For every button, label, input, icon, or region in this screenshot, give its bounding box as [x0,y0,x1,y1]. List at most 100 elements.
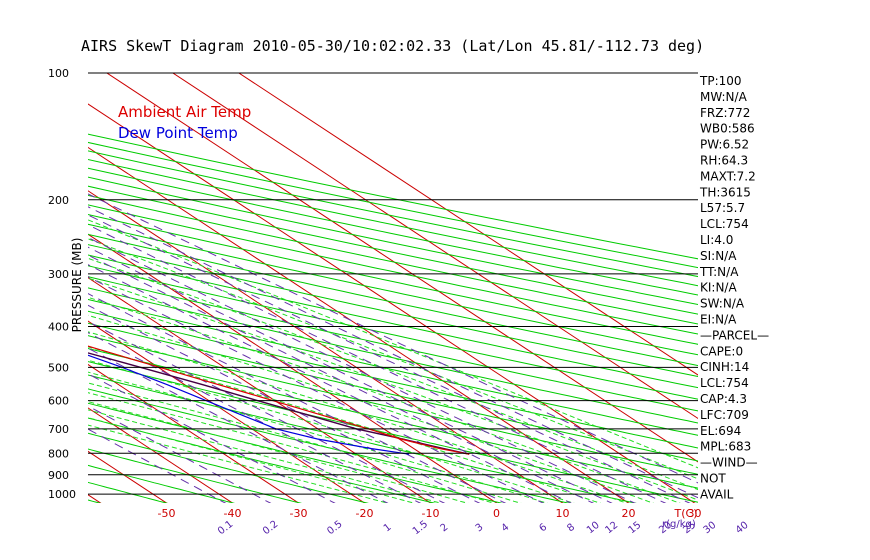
moist-adiabat-line [88,331,628,503]
bottom-temp-tick-label: -40 [224,507,242,520]
isotherm-line [88,103,696,503]
mixing-ratio-tick-label: 1.5 [411,519,430,537]
index-label: WB0:586 [700,122,755,136]
dry-adiabat-line [88,388,570,503]
isotherm-line [105,73,698,463]
dry-adiabat-line [88,298,698,436]
moist-adiabat-line [88,392,495,503]
pressure-tick-label: 400 [48,321,69,334]
pressure-tick-label: 800 [48,447,69,460]
moist-adiabat-line [88,359,575,503]
index-label: MW:N/A [700,90,748,104]
isotherm-line [88,146,630,503]
dry-adiabat-line [88,213,698,345]
isotherm-line [88,320,366,503]
index-label: LI:4.0 [700,233,733,247]
mixing-ratio-line [88,246,613,503]
mixing-ratio-tick-label: 4 [500,522,512,535]
mixing-ratio-tick-label: 8 [565,522,577,535]
mixing-ratio-line [88,193,698,484]
dry-adiabat-line [88,176,698,305]
isotherm-line [88,494,102,503]
bottom-temp-tick-label: -20 [356,507,374,520]
dry-adiabat-line [88,244,698,377]
dry-adiabat-line [88,287,698,424]
moist-adiabat-line [88,401,469,503]
index-label: CAPE:0 [700,344,743,358]
moist-adiabat-line [88,417,416,503]
pressure-tick-label: 300 [48,268,69,281]
dry-adiabat-line [88,499,102,503]
mixing-ratio-line [88,276,545,503]
moist-adiabat-line [88,314,655,503]
moist-adiabat-line [88,238,698,480]
mixing-ratio-line [88,293,507,503]
dewpoint-line [88,354,410,455]
mixing-ratio-tick-label: 0.5 [325,519,344,537]
mixing-ratio-line [88,206,698,499]
index-label: SI:N/A [700,249,737,263]
isotherm-line [88,233,498,503]
bottom-temp-tick-label: -10 [422,507,440,520]
mixing-ratio-tick-label: 30 [702,520,719,537]
index-label: PW:6.52 [700,138,749,152]
bottom-temp-tick-label: -30 [290,507,308,520]
dry-adiabat-line [88,133,698,260]
index-label: —PARCEL— [700,328,769,342]
index-label: AVAIL [700,487,734,501]
index-label: MPL:683 [700,440,751,454]
bottom-temp-tick-label: 20 [622,507,636,520]
bottom-temp-tick-label: -50 [158,507,176,520]
pressure-tick-label: 100 [48,67,69,80]
dry-adiabat-line [88,310,698,449]
mixing-ratio-tick-label: 40 [734,520,751,537]
temperature-line [88,345,470,455]
mixing-ratio-tick-label: 10 [585,520,602,537]
dry-adiabat-line [0,64,39,505]
index-label: FRZ:772 [700,106,750,120]
mixing-ratio-tick-label: 0.1 [216,519,235,537]
mixing-ratio-tick-label: 6 [537,522,549,535]
dry-adiabat-line [88,204,698,335]
moist-adiabat-line [88,382,522,503]
dry-adiabat-line [88,167,698,296]
moist-adiabat-line [88,409,442,503]
mixing-ratio-tick-label: 12 [603,520,620,537]
pressure-tick-label: 700 [48,423,69,436]
profile-lines [88,345,470,455]
index-label: SW:N/A [700,297,745,311]
mixing-ratio-tick-label: 1 [382,522,394,535]
mixing-ratio-tick-label: 0.2 [261,519,280,537]
index-label: —WIND— [700,456,758,470]
dry-adiabat-line [88,194,698,325]
mixing-ratio-line [88,264,572,503]
mixing-ratio-tick-label: 15 [627,520,644,537]
moist-adiabat-line [88,371,549,503]
index-label: CINH:14 [700,360,749,374]
pressure-tick-label: 900 [48,469,69,482]
index-label: LCL:754 [700,217,749,231]
bottom-temp-tick-label: 10 [556,507,570,520]
dry-adiabat-line [88,322,698,462]
isotherm-line [88,190,564,503]
mixing-ratio-tick-label: 2 [439,522,451,535]
bottom-temp-tick-label: 30 [688,507,702,520]
isotherm-line [171,73,698,420]
mixing-ratio-line [88,254,595,503]
isotherm-line [88,363,300,503]
isotherm-line [88,407,234,503]
dry-adiabat-line [88,276,698,412]
mixing-ratio-tick-label: 3 [474,522,486,535]
x-axis-unit-label: T(C) [674,507,698,520]
index-label: NOT [700,472,726,486]
index-label: RH:64.3 [700,154,748,168]
index-label: MAXT:7.2 [700,169,756,183]
pressure-tick-label: 600 [48,395,69,408]
mixing-ratio-line [88,347,389,503]
dry-adiabat-line [88,223,698,356]
pressure-tick-label: 200 [48,194,69,207]
parcel-line [88,352,470,455]
mixing-ratio-line [88,332,422,503]
moist-adiabat-line [88,424,389,503]
